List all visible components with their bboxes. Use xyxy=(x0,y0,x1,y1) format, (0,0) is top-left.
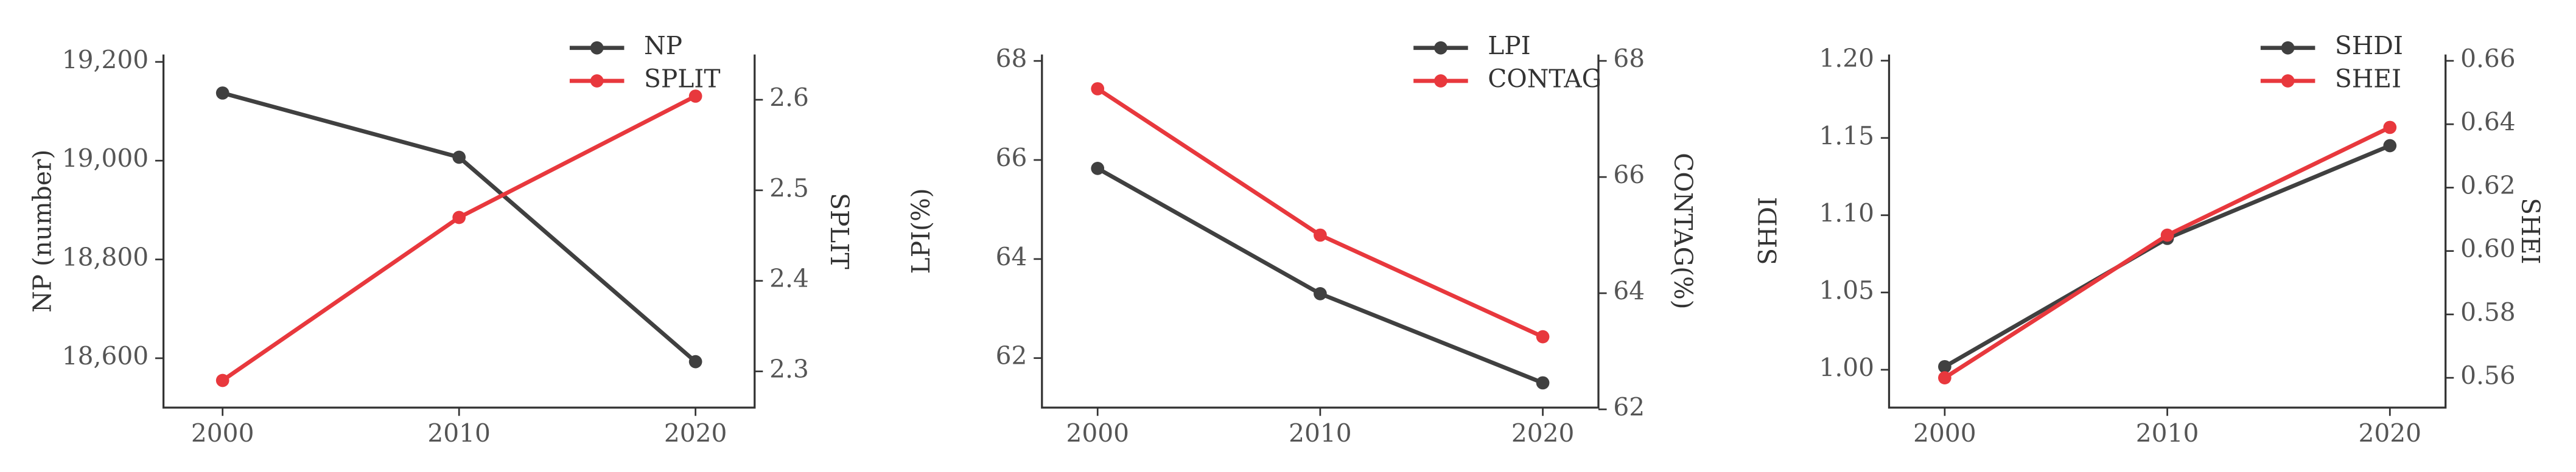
y2-tick-label: 2.5 xyxy=(769,173,809,203)
legend-label: SHDI xyxy=(2335,31,2403,60)
y2-tick-label: 62 xyxy=(1613,392,1645,422)
y2-tick-label: 2.6 xyxy=(769,83,809,113)
x-tick-label: 2000 xyxy=(191,419,254,448)
data-point xyxy=(1314,228,1327,242)
series-line xyxy=(221,94,697,383)
x-tick-label: 2010 xyxy=(427,419,491,448)
y2-tick-label: 0.66 xyxy=(2460,44,2516,74)
x-tick-label: 2020 xyxy=(664,419,727,448)
y-tick-label: 66 xyxy=(996,144,1027,173)
y2-axis-label: SPLIT xyxy=(825,193,854,269)
y-tick-label: 64 xyxy=(996,242,1027,271)
x-tick-label: 2020 xyxy=(1511,419,1575,448)
legend-label: NP xyxy=(644,31,682,60)
y2-tick-label: 64 xyxy=(1613,277,1645,306)
y-tick-label: 1.00 xyxy=(1819,353,1874,382)
y-axis-label: NP (number) xyxy=(28,150,57,313)
y-tick-label: 18,800 xyxy=(62,243,149,272)
data-point xyxy=(1536,330,1550,344)
data-point xyxy=(452,150,466,164)
y2-tick-label: 66 xyxy=(1613,161,1645,190)
y2-tick-label: 2.4 xyxy=(769,264,809,293)
legend-marker xyxy=(590,74,604,88)
y2-tick-label: 0.64 xyxy=(2460,108,2516,137)
x-tick-label: 2010 xyxy=(2136,419,2199,448)
legend-marker xyxy=(590,41,604,55)
y-tick-label: 62 xyxy=(996,341,1027,370)
data-point xyxy=(1536,376,1550,390)
y-tick-label: 18,600 xyxy=(62,341,149,370)
x-tick-label: 2020 xyxy=(2358,419,2421,448)
x-tick-label: 2000 xyxy=(1913,419,1976,448)
legend-marker xyxy=(1434,41,1447,55)
data-point xyxy=(1938,359,1951,373)
data-point xyxy=(1091,162,1105,175)
y-tick-label: 68 xyxy=(996,44,1027,74)
y-axis-label: SHDI xyxy=(1754,197,1783,265)
series-line xyxy=(1944,125,2391,380)
x-tick-label: 2010 xyxy=(1289,419,1352,448)
x-tick-label: 2000 xyxy=(1066,419,1129,448)
data-point xyxy=(2383,139,2397,153)
y2-tick-label: 0.58 xyxy=(2460,297,2516,327)
legend-label: SPLIT xyxy=(644,64,720,93)
data-point xyxy=(1091,82,1105,95)
y2-tick-label: 0.56 xyxy=(2460,361,2516,390)
legend-label: SHEI xyxy=(2335,64,2401,93)
data-point xyxy=(2160,228,2174,242)
data-point xyxy=(688,89,702,103)
data-point xyxy=(452,210,466,224)
y2-tick-label: 68 xyxy=(1613,44,1645,74)
legend-marker xyxy=(2281,41,2295,55)
data-point xyxy=(2383,120,2397,134)
y2-tick-label: 2.3 xyxy=(769,355,809,384)
y2-axis-label: SHEI xyxy=(2516,198,2545,264)
legend-label: CONTAG xyxy=(1488,64,1601,93)
axis-line xyxy=(162,54,756,409)
y-tick-label: 1.15 xyxy=(1819,121,1874,150)
y-tick-label: 1.10 xyxy=(1819,198,1874,227)
data-point xyxy=(1938,371,1951,384)
y-tick-label: 1.20 xyxy=(1819,44,1874,73)
data-point xyxy=(688,355,702,369)
y2-tick-label: 0.60 xyxy=(2460,234,2516,263)
y-tick-label: 19,200 xyxy=(62,45,149,74)
y2-axis-label: CONTAG(%) xyxy=(1668,153,1698,309)
series-line xyxy=(1096,166,1544,385)
y-tick-label: 1.05 xyxy=(1819,276,1874,305)
legend-label: LPI xyxy=(1488,31,1530,60)
y2-tick-label: 0.62 xyxy=(2460,171,2516,200)
data-point xyxy=(1314,287,1327,300)
y-tick-label: 19,000 xyxy=(62,144,149,173)
data-point xyxy=(215,86,229,100)
legend-marker xyxy=(1434,74,1447,88)
data-point xyxy=(215,373,229,387)
legend-marker xyxy=(2281,74,2295,88)
y-axis-label: LPI(%) xyxy=(906,188,936,274)
